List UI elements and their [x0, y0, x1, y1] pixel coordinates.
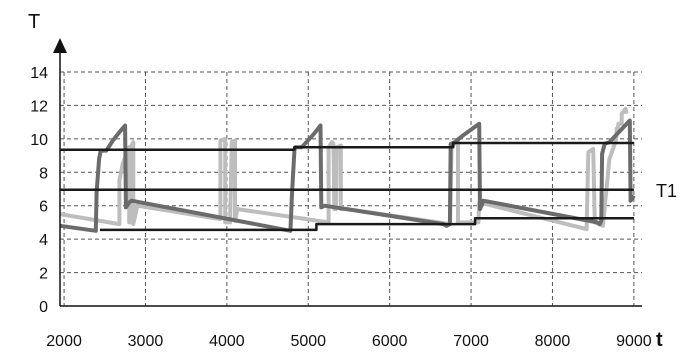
x-tick-label: 6000 [372, 333, 408, 350]
x-axis-title: t [656, 329, 663, 351]
x-tick-label: 3000 [128, 333, 164, 350]
x-tick-label: 4000 [209, 333, 245, 350]
series-line-3 [60, 141, 634, 151]
annotation-label: T1 [656, 181, 677, 201]
x-tick-label: 5000 [290, 333, 326, 350]
x-tick-label: 7000 [453, 333, 489, 350]
series-line-5 [99, 217, 634, 232]
y-tick-label: 2 [39, 266, 48, 283]
axes [53, 38, 642, 307]
x-tick-label: 8000 [535, 333, 571, 350]
series-group [59, 106, 636, 233]
y-axis-title: T [28, 11, 40, 33]
y-tick-label: 4 [39, 232, 48, 249]
x-tick-label: 2000 [46, 333, 82, 350]
y-tick-label: 0 [39, 299, 48, 316]
y-axis-arrow-icon [53, 38, 67, 53]
grid [60, 71, 642, 306]
x-tick-label: 9000 [616, 333, 652, 350]
series-line-2 [59, 118, 636, 233]
y-tick-label: 6 [39, 199, 48, 216]
labels: 0 2 4 6 8 10 12 14 2000 3000 4000 5000 6000 7000 8000 9… [28, 11, 677, 351]
y-tick-label: 12 [30, 98, 48, 115]
y-tick-label: 10 [30, 132, 48, 149]
y-tick-label: 14 [30, 65, 48, 82]
y-tick-label: 8 [39, 165, 48, 182]
